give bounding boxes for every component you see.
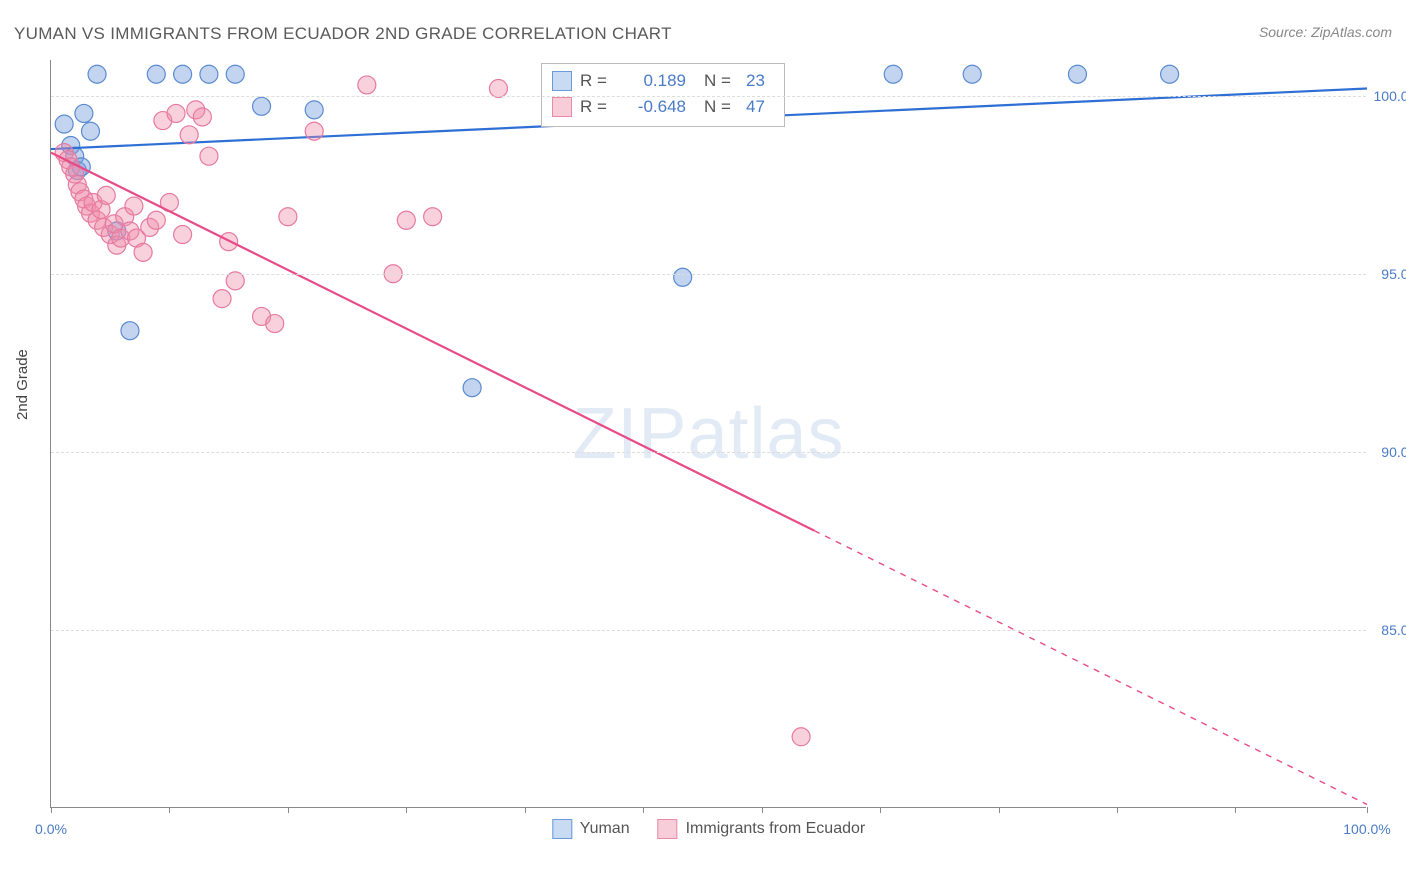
legend-item-yuman: Yuman xyxy=(552,819,630,839)
data-point xyxy=(147,65,165,83)
data-point xyxy=(213,290,231,308)
data-point xyxy=(200,147,218,165)
swatch-yuman xyxy=(552,71,572,91)
data-point xyxy=(397,211,415,229)
data-point xyxy=(125,197,143,215)
legend-row-yuman: R = 0.189 N = 23 xyxy=(552,68,774,94)
xtick-label: 0.0% xyxy=(35,821,67,837)
legend-label-yuman: Yuman xyxy=(580,820,630,838)
legend-item-ecuador: Immigrants from Ecuador xyxy=(658,819,866,839)
ytick-label: 85.0% xyxy=(1381,622,1406,638)
legend-row-ecuador: R = -0.648 N = 47 xyxy=(552,94,774,120)
data-point xyxy=(305,101,323,119)
n-value-yuman: 23 xyxy=(746,71,774,91)
chart-svg xyxy=(51,60,1366,807)
chart-container: YUMAN VS IMMIGRANTS FROM ECUADOR 2ND GRA… xyxy=(0,0,1406,892)
data-point xyxy=(463,379,481,397)
data-point xyxy=(174,65,192,83)
data-point xyxy=(180,126,198,144)
swatch-ecuador xyxy=(552,97,572,117)
y-axis-label: 2nd Grade xyxy=(14,349,31,420)
r-label: R = xyxy=(580,97,614,117)
data-point xyxy=(674,268,692,286)
n-label: N = xyxy=(704,71,738,91)
data-point xyxy=(75,104,93,122)
chart-title: YUMAN VS IMMIGRANTS FROM ECUADOR 2ND GRA… xyxy=(14,24,672,44)
r-label: R = xyxy=(580,71,614,91)
data-point xyxy=(963,65,981,83)
data-point xyxy=(424,208,442,226)
ytick-label: 90.0% xyxy=(1381,444,1406,460)
data-point xyxy=(226,65,244,83)
r-value-ecuador: -0.648 xyxy=(622,97,686,117)
data-point xyxy=(134,243,152,261)
data-point xyxy=(81,122,99,140)
r-value-yuman: 0.189 xyxy=(622,71,686,91)
data-point xyxy=(97,186,115,204)
data-point xyxy=(1161,65,1179,83)
data-point xyxy=(266,315,284,333)
data-point xyxy=(167,104,185,122)
ytick-label: 100.0% xyxy=(1374,88,1406,104)
regression-line-dashed xyxy=(814,531,1367,805)
n-label: N = xyxy=(704,97,738,117)
data-point xyxy=(884,65,902,83)
data-point xyxy=(193,108,211,126)
source-attribution: Source: ZipAtlas.com xyxy=(1259,24,1392,40)
swatch-ecuador-b xyxy=(658,819,678,839)
xtick-label: 100.0% xyxy=(1343,821,1390,837)
data-point xyxy=(279,208,297,226)
data-point xyxy=(358,76,376,94)
plot-area: ZIPatlas R = 0.189 N = 23 R = -0.648 N =… xyxy=(50,60,1366,808)
data-point xyxy=(200,65,218,83)
legend-series: Yuman Immigrants from Ecuador xyxy=(552,819,865,839)
data-point xyxy=(253,97,271,115)
data-point xyxy=(174,226,192,244)
legend-label-ecuador: Immigrants from Ecuador xyxy=(686,820,866,838)
n-value-ecuador: 47 xyxy=(746,97,774,117)
data-point xyxy=(1068,65,1086,83)
data-point xyxy=(88,65,106,83)
data-point xyxy=(55,115,73,133)
data-point xyxy=(792,728,810,746)
ytick-label: 95.0% xyxy=(1381,266,1406,282)
swatch-yuman-b xyxy=(552,819,572,839)
data-point xyxy=(121,322,139,340)
data-point xyxy=(305,122,323,140)
data-point xyxy=(147,211,165,229)
